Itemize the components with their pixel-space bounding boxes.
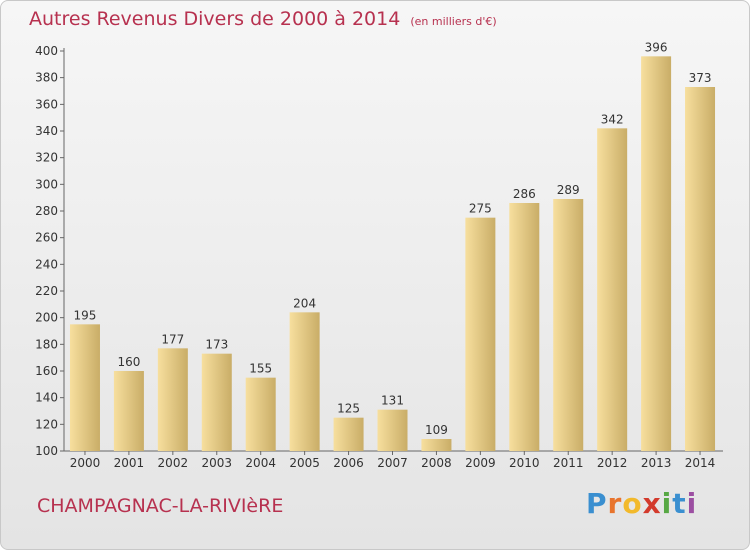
logo-letter: o xyxy=(622,487,643,520)
logo-letter: i xyxy=(661,487,673,520)
bar-value-label: 289 xyxy=(557,183,580,197)
x-tick-label: 2001 xyxy=(114,456,145,470)
bar xyxy=(685,87,716,451)
logo-letter: x xyxy=(642,487,662,520)
bar-value-label: 195 xyxy=(74,308,97,322)
bar-value-label: 286 xyxy=(513,187,536,201)
x-tick-label: 2003 xyxy=(201,456,232,470)
y-tick-label: 240 xyxy=(35,257,58,271)
y-tick-label: 400 xyxy=(35,44,58,58)
bar-value-label: 160 xyxy=(117,355,140,369)
bar xyxy=(465,217,496,451)
y-tick-label: 340 xyxy=(35,124,58,138)
y-tick-label: 380 xyxy=(35,71,58,85)
y-tick-label: 300 xyxy=(35,177,58,191)
proxiti-logo[interactable]: Proxiti xyxy=(586,487,697,520)
y-tick-label: 280 xyxy=(35,204,58,218)
commune-name: CHAMPAGNAC-LA-RIVIèRE xyxy=(37,495,284,517)
bar xyxy=(641,56,672,451)
chart-title: Autres Revenus Divers de 2000 à 2014 (en… xyxy=(29,8,497,30)
x-tick-label: 2011 xyxy=(553,456,584,470)
y-tick-label: 140 xyxy=(35,391,58,405)
x-tick-label: 2000 xyxy=(70,456,101,470)
x-tick-label: 2006 xyxy=(333,456,364,470)
bar xyxy=(289,312,320,451)
x-tick-label: 2012 xyxy=(597,456,628,470)
bar-value-label: 125 xyxy=(337,402,360,416)
bar xyxy=(553,199,584,451)
y-tick-label: 320 xyxy=(35,151,58,165)
y-tick-label: 260 xyxy=(35,231,58,245)
x-tick-label: 2013 xyxy=(641,456,672,470)
x-tick-label: 2005 xyxy=(289,456,320,470)
bar-value-label: 396 xyxy=(645,40,668,54)
bar-value-label: 131 xyxy=(381,394,404,408)
y-tick-label: 120 xyxy=(35,417,58,431)
bar-value-label: 204 xyxy=(293,296,316,310)
bar-value-label: 373 xyxy=(689,71,712,85)
bar-value-label: 173 xyxy=(205,338,228,352)
y-tick-label: 160 xyxy=(35,364,58,378)
y-tick-label: 220 xyxy=(35,284,58,298)
bar-value-label: 342 xyxy=(601,112,624,126)
logo-letter: r xyxy=(607,487,623,520)
bar xyxy=(597,128,628,451)
y-tick-label: 180 xyxy=(35,337,58,351)
bar-value-label: 109 xyxy=(425,423,448,437)
bar-value-label: 177 xyxy=(161,332,184,346)
x-tick-label: 2008 xyxy=(421,456,452,470)
y-tick-label: 100 xyxy=(35,444,58,458)
logo-letter: P xyxy=(586,487,608,520)
chart-unit: (en milliers d'€) xyxy=(410,15,497,28)
logo-letter: t xyxy=(672,487,687,520)
bar xyxy=(245,377,276,451)
x-tick-label: 2010 xyxy=(509,456,540,470)
chart-title-text: Autres Revenus Divers de 2000 à 2014 xyxy=(29,8,401,30)
logo-letter: i xyxy=(686,487,698,520)
bar xyxy=(377,409,408,451)
x-tick-label: 2014 xyxy=(685,456,716,470)
x-tick-label: 2007 xyxy=(377,456,408,470)
bar xyxy=(157,348,188,451)
x-tick-label: 2002 xyxy=(158,456,189,470)
bar-value-label: 155 xyxy=(249,362,272,376)
bar xyxy=(113,371,144,451)
bar xyxy=(201,353,232,451)
x-tick-label: 2009 xyxy=(465,456,496,470)
bar xyxy=(333,417,364,451)
bar xyxy=(509,203,540,451)
bar xyxy=(421,439,452,451)
bar xyxy=(69,324,100,451)
y-tick-label: 360 xyxy=(35,97,58,111)
bar-value-label: 275 xyxy=(469,202,492,216)
x-tick-label: 2004 xyxy=(245,456,276,470)
y-tick-label: 200 xyxy=(35,311,58,325)
